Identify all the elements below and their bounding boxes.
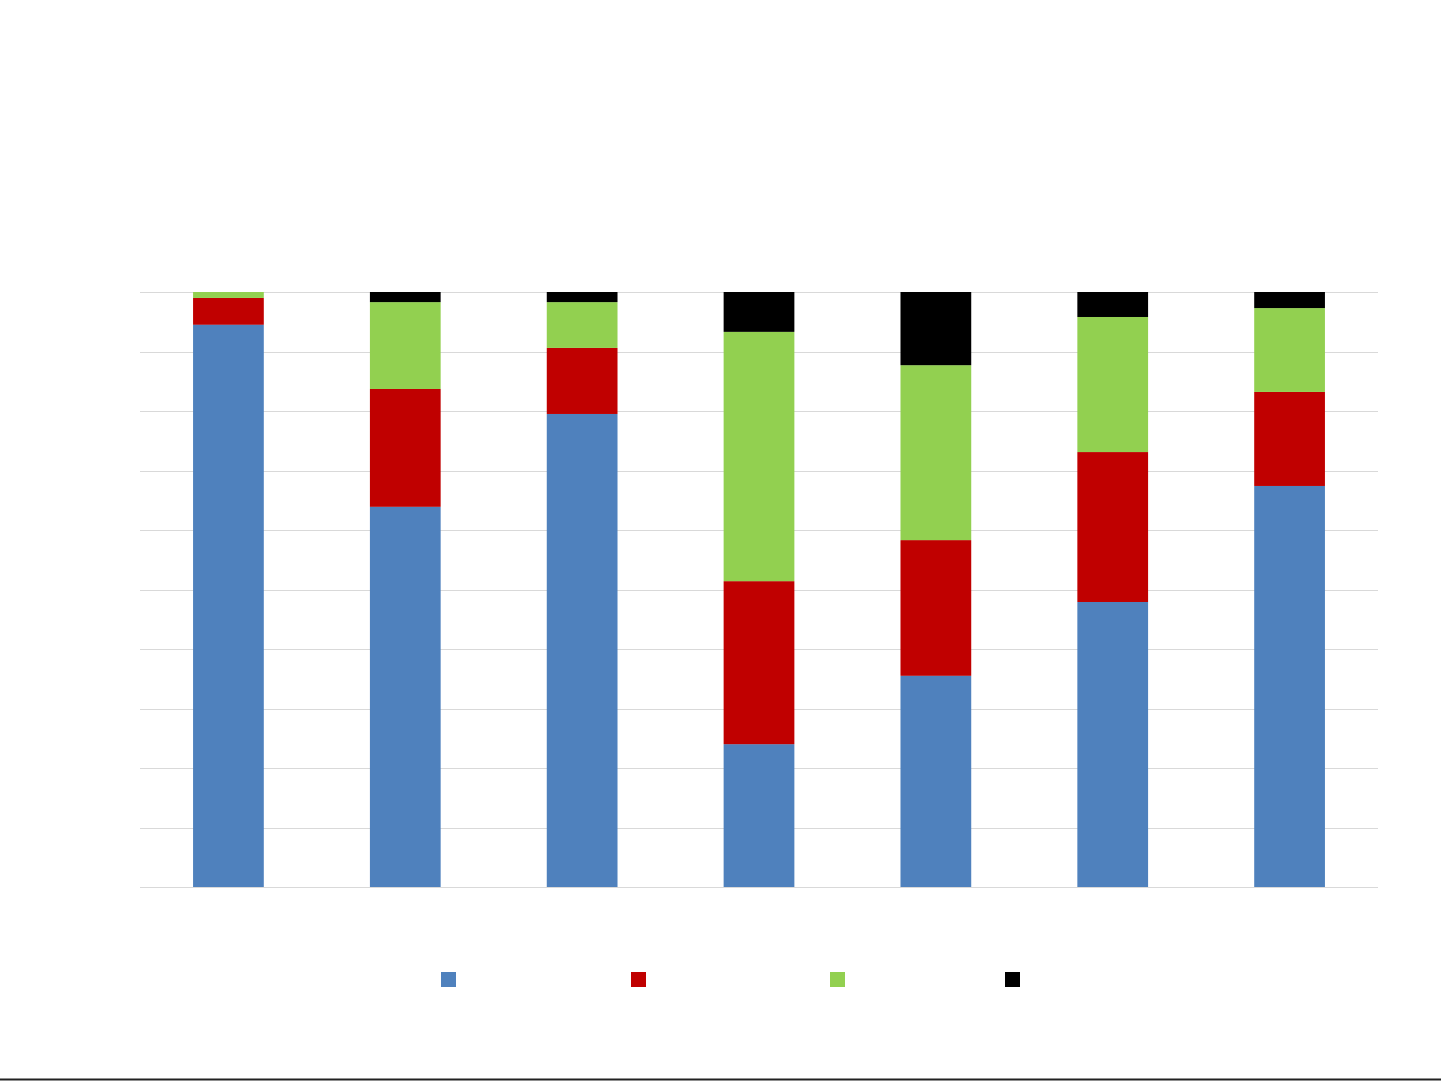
bar-segment [369, 388, 441, 507]
bar-segment [369, 506, 441, 887]
bar-segment [546, 347, 618, 414]
bar-segment [193, 297, 264, 325]
bar-segment [546, 292, 618, 303]
legend-swatch [441, 972, 456, 987]
legend-swatch [631, 972, 646, 987]
bar-segment [193, 292, 264, 298]
bar-segment [900, 365, 972, 541]
bar-segment [369, 302, 441, 389]
bar-segment [1077, 316, 1149, 453]
bar-segment [546, 413, 618, 887]
bar-segment [900, 292, 972, 366]
bar-segment [1077, 601, 1149, 887]
bar-segment [1077, 452, 1149, 602]
bar-segment [1077, 292, 1149, 317]
bar-segment [723, 581, 795, 745]
bar-segment [723, 744, 795, 887]
bar-segment [1254, 308, 1325, 392]
bar-segment [900, 675, 972, 887]
bar-segment [546, 302, 618, 348]
bar-segment [1254, 292, 1325, 309]
bar-segment [723, 292, 795, 332]
bar-segment [193, 324, 264, 888]
legend-swatch [830, 972, 845, 987]
bar-segment [900, 540, 972, 676]
legend-swatch [1005, 972, 1020, 987]
bar-segment [1254, 485, 1325, 887]
bar-segment [723, 331, 795, 582]
bar-segment [1254, 391, 1325, 486]
bar-segment [369, 292, 441, 303]
